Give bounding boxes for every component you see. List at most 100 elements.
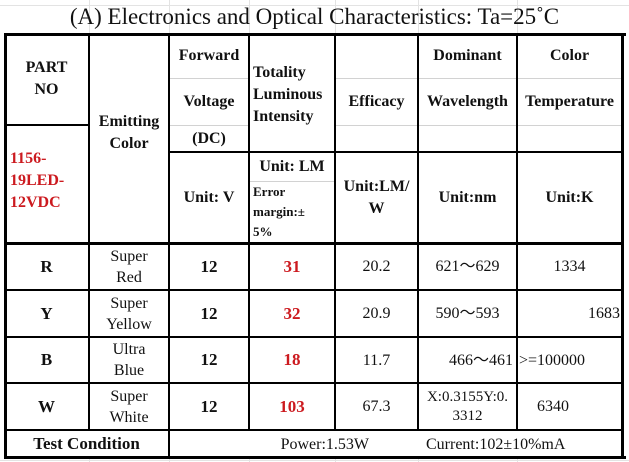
color-temp-value: 1334 [553,258,586,275]
code-value: R [40,256,53,276]
row-y-color-temp: 1683 [517,290,622,337]
current-value: Current:102±10%mA [426,435,566,453]
grid-line [169,78,249,79]
efficacy-value: 67.3 [362,398,391,415]
error-note-line2: margin:± [253,204,305,219]
row-border [169,151,624,153]
color-line1: Super [110,247,148,265]
part-no-label-line2: NO [34,81,59,98]
voltage-value: 12 [200,303,218,323]
row-r-efficacy: 20.2 [335,243,418,290]
efficacy-value: 11.7 [362,351,391,369]
row-r-wavelength: 621～629 [418,243,517,290]
row-b-voltage: 12 [169,337,249,383]
header-color: Color [517,33,622,78]
header-luminous-error-note: Error margin:± 5% [249,181,335,243]
row-w-wavelength: X:0.3155Y:0. 3312 [418,383,517,430]
color-line2: White [109,408,149,426]
luminous-unit: Unit: LM [259,157,325,175]
header-dominant: Dominant [418,33,517,78]
row-r-color: Super Red [89,243,169,290]
column-border [88,33,90,430]
test-condition-label: Test Condition [33,434,140,453]
color-label: Color [549,46,590,64]
row-w-code: W [4,383,89,430]
row-b-luminous: 18 [249,337,335,383]
forward-label: Forward [178,46,240,64]
wavelength-line2: 3312 [452,407,483,424]
efficacy-value: 20.9 [362,305,391,322]
table-border [621,33,624,459]
row-w-voltage: 12 [169,383,249,430]
column-border [334,33,336,430]
table-border [4,33,626,36]
table-border [4,456,626,459]
row-y-code: Y [4,290,89,337]
header-temperature: Temperature [517,78,622,125]
header-efficacy: Efficacy [335,78,418,125]
row-border [4,382,624,384]
voltage-value: 12 [200,350,218,369]
header-luminous-unit: Unit: LM [249,152,335,181]
row-y-luminous: 32 [249,290,335,337]
column-border [417,33,419,430]
part-no-label-line1: PART [25,59,68,76]
wavelength-line1: X:0.3155Y:0. [426,388,509,405]
row-y-wavelength: 590～593 [418,290,517,337]
wavelength-label: Wavelength [427,92,508,110]
dc-label: (DC) [192,129,226,147]
row-border [4,336,624,338]
luminous-line1: Totality [253,63,306,81]
footer-current: Current:102±10%mA [369,430,622,458]
header-luminous-intensity: Totality Luminous Intensity [249,33,335,152]
part-number-line1: 1156- [10,150,47,167]
row-r-voltage: 12 [169,243,249,290]
wavelength-value: 466～461 [448,351,513,369]
header-voltage-unit: Unit: V [169,152,249,243]
footer-test-condition: Test Condition [4,430,169,458]
row-border [4,289,624,291]
column-border [516,33,518,430]
row-border [4,242,624,245]
row-y-efficacy: 20.9 [335,290,418,337]
luminous-value: 103 [279,396,305,416]
luminous-value: 31 [283,256,301,276]
power-value: Power:1.53W [280,435,369,453]
row-r-code: R [4,243,89,290]
color-line1: Ultra [112,341,146,358]
voltage-label: Voltage [183,92,235,110]
column-border [248,33,250,430]
voltage-value: 12 [200,396,218,416]
luminous-line2: Luminous [253,85,323,103]
header-wavelength-unit: Unit:nm [418,152,517,243]
wavelength-unit: Unit:nm [438,188,497,206]
row-y-voltage: 12 [169,290,249,337]
row-w-color-temp: 6340 [517,383,622,430]
grid-line [169,125,249,126]
grid-line [335,125,622,126]
row-border [4,124,89,126]
header-part-no: PART NO [4,33,89,125]
header-emitting-color: Emitting Color [89,33,169,243]
row-w-luminous: 103 [249,383,335,430]
row-b-efficacy: 11.7 [335,337,418,383]
temperature-label: Temperature [525,92,614,110]
efficacy-label: Efficacy [348,92,405,110]
row-w-color: Super White [89,383,169,430]
color-line2: Red [116,268,142,286]
row-y-color: Super Yellow [89,290,169,337]
luminous-line3: Intensity [253,107,314,125]
color-line2: Yellow [106,315,152,333]
color-temp-value: 1683 [588,305,620,322]
row-b-code: B [4,337,89,383]
part-number-line2: 19LED- [10,172,65,189]
code-value: B [40,350,53,369]
page-title: (A) Electronics and Optical Characterist… [69,4,560,29]
table-border [4,33,7,459]
row-b-color-temp: >=100000 [517,337,622,383]
header-efficacy-unit: Unit:LM/ W [335,152,418,243]
column-border [168,33,170,459]
error-note-line1: Error [253,184,286,199]
part-number-value: 1156- 19LED- 12VDC [4,125,89,243]
row-border [4,429,624,431]
